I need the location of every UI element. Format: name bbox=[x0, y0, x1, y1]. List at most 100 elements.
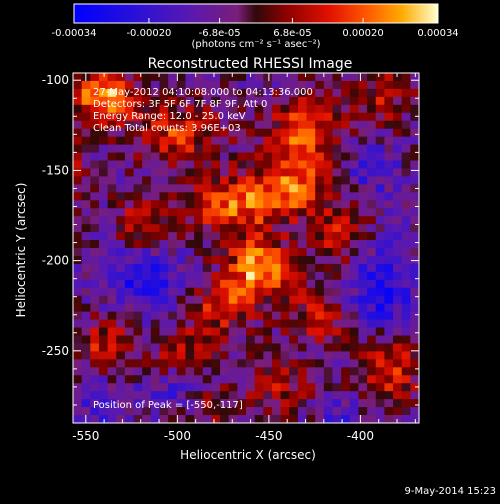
heatmap-cell bbox=[124, 343, 135, 353]
heatmap-cell bbox=[341, 112, 351, 122]
heatmap-cell bbox=[237, 271, 247, 281]
heatmap-cell bbox=[211, 327, 221, 337]
heatmap-cell bbox=[194, 343, 204, 353]
heatmap-cell bbox=[211, 152, 221, 162]
heatmap-cell bbox=[384, 311, 394, 321]
heatmap-cell bbox=[358, 359, 368, 368]
heatmap-cell bbox=[211, 112, 221, 122]
heatmap-cell bbox=[289, 343, 299, 353]
heatmap-cell bbox=[194, 335, 204, 345]
heatmap-cell bbox=[358, 343, 368, 353]
heatmap-cell bbox=[194, 120, 204, 130]
heatmap-cell bbox=[254, 192, 264, 201]
heatmap-cell bbox=[237, 80, 247, 90]
x-tick-label: -550 bbox=[72, 429, 99, 443]
heatmap-cell bbox=[358, 176, 368, 185]
heatmap-cell bbox=[263, 160, 273, 170]
heatmap-cell bbox=[237, 359, 247, 368]
heatmap-cell bbox=[246, 279, 256, 289]
heatmap-cell bbox=[332, 192, 342, 201]
heatmap-cell bbox=[116, 311, 126, 321]
heatmap-cell bbox=[150, 112, 161, 122]
heatmap-cell bbox=[159, 391, 169, 400]
heatmap-cell bbox=[116, 391, 126, 400]
heatmap-cell bbox=[90, 343, 100, 353]
heatmap-cell bbox=[323, 399, 334, 408]
heatmap-cell bbox=[211, 415, 221, 423]
heatmap-cell bbox=[220, 232, 230, 241]
heatmap-cell bbox=[375, 327, 385, 337]
colorbar-tick-label: -0.00020 bbox=[126, 28, 171, 39]
heatmap-cell bbox=[289, 144, 299, 154]
heatmap-cell bbox=[107, 335, 117, 345]
heatmap-cell bbox=[159, 128, 169, 138]
heatmap-cell bbox=[384, 255, 394, 265]
heatmap-cell bbox=[280, 248, 290, 257]
heatmap-cell bbox=[150, 152, 161, 162]
heatmap-cell bbox=[211, 383, 221, 392]
heatmap-cell bbox=[98, 96, 109, 106]
heatmap-cell bbox=[142, 407, 152, 416]
heatmap-cell bbox=[280, 88, 290, 98]
heatmap-cell bbox=[211, 407, 221, 416]
heatmap-cell bbox=[142, 80, 152, 90]
heatmap-cell bbox=[90, 104, 100, 114]
heatmap-cell bbox=[168, 120, 178, 130]
heatmap-cell bbox=[306, 192, 316, 201]
heatmap-cell bbox=[349, 96, 360, 106]
heatmap-cell bbox=[159, 104, 169, 114]
heatmap-cell bbox=[323, 263, 334, 273]
heatmap-cell bbox=[237, 152, 247, 162]
heatmap-cell bbox=[332, 335, 342, 345]
heatmap-cell bbox=[349, 200, 360, 209]
heatmap-cell bbox=[185, 240, 195, 249]
heatmap-cell bbox=[81, 184, 91, 193]
heatmap-cell bbox=[410, 311, 419, 321]
heatmap-cell bbox=[124, 184, 135, 193]
heatmap-cell bbox=[90, 415, 100, 423]
heatmap-cell bbox=[358, 391, 368, 400]
heatmap-cell bbox=[220, 88, 230, 98]
heatmap-cell bbox=[124, 351, 135, 360]
heatmap-cell bbox=[150, 255, 161, 265]
heatmap-cell bbox=[176, 399, 187, 408]
heatmap-cell bbox=[228, 192, 238, 201]
heatmap-cell bbox=[185, 367, 195, 376]
heatmap-cell bbox=[150, 335, 161, 345]
heatmap-cell bbox=[297, 120, 308, 130]
heatmap-cell bbox=[332, 303, 342, 313]
heatmap-cell bbox=[237, 311, 247, 321]
heatmap-cell bbox=[107, 136, 117, 146]
heatmap-cell bbox=[211, 248, 221, 257]
heatmap-cell bbox=[315, 73, 325, 82]
heatmap-cell bbox=[349, 391, 360, 400]
heatmap-cell bbox=[271, 240, 282, 249]
heatmap-cell bbox=[271, 128, 282, 138]
heatmap-cell bbox=[133, 311, 143, 321]
heatmap-cell bbox=[73, 104, 83, 114]
heatmap-cell bbox=[246, 240, 256, 249]
heatmap-cell bbox=[349, 279, 360, 289]
heatmap-cell bbox=[280, 367, 290, 376]
heatmap-cell bbox=[81, 232, 91, 241]
heatmap-cell bbox=[81, 351, 91, 360]
heatmap-cell bbox=[124, 128, 135, 138]
heatmap-cell bbox=[142, 399, 152, 408]
heatmap-cell bbox=[73, 96, 83, 106]
heatmap-cell bbox=[341, 80, 351, 90]
heatmap-cell bbox=[150, 136, 161, 146]
heatmap-cell bbox=[410, 160, 419, 170]
heatmap-cell bbox=[98, 303, 109, 313]
heatmap-cell bbox=[410, 152, 419, 162]
heatmap-cell bbox=[150, 208, 161, 217]
heatmap-cell bbox=[168, 232, 178, 241]
heatmap-cell bbox=[375, 184, 385, 193]
heatmap-cell bbox=[73, 359, 83, 368]
heatmap-cell bbox=[306, 407, 316, 416]
heatmap-cell bbox=[315, 263, 325, 273]
heatmap-cell bbox=[220, 120, 230, 130]
heatmap-cell bbox=[341, 208, 351, 217]
heatmap-cell bbox=[280, 232, 290, 241]
heatmap-cell bbox=[246, 208, 256, 217]
heatmap-cell bbox=[358, 160, 368, 170]
